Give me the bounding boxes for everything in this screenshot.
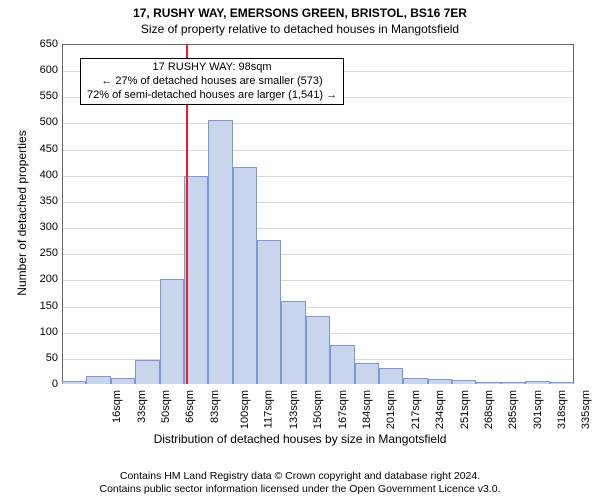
xtick-label: 66sqm (184, 390, 196, 423)
histogram-bar (233, 167, 257, 384)
xtick-label: 301sqm (532, 390, 544, 429)
ytick-label: 300 (30, 221, 58, 233)
gridline (62, 254, 573, 255)
histogram-bar (281, 301, 305, 384)
histogram-bar (550, 382, 574, 384)
ytick-label: 550 (30, 90, 58, 102)
annotation-line-3: 72% of semi-detached houses are larger (… (87, 89, 337, 103)
histogram-bar (111, 378, 135, 384)
chart-container: 17, RUSHY WAY, EMERSONS GREEN, BRISTOL, … (0, 0, 600, 500)
chart-subtitle: Size of property relative to detached ho… (0, 22, 600, 36)
gridline (62, 176, 573, 177)
histogram-bar (428, 379, 452, 384)
ytick-label: 50 (30, 352, 58, 364)
histogram-bar (306, 316, 330, 384)
histogram-bar (62, 381, 86, 384)
histogram-bar (379, 368, 403, 384)
ytick-label: 600 (30, 64, 58, 76)
ytick-label: 150 (30, 300, 58, 312)
xtick-label: 234sqm (434, 390, 446, 429)
histogram-bar (355, 363, 379, 384)
xtick-label: 100sqm (239, 390, 251, 429)
annotation-line-1: 17 RUSHY WAY: 98sqm (87, 61, 337, 75)
gridline (62, 307, 573, 308)
histogram-bar (403, 378, 427, 384)
annotation-box: 17 RUSHY WAY: 98sqm ← 27% of detached ho… (80, 58, 344, 105)
histogram-bar (525, 381, 549, 384)
xtick-label: 285sqm (507, 390, 519, 429)
histogram-bar (501, 382, 525, 384)
footer-line-1: Contains HM Land Registry data © Crown c… (0, 470, 600, 483)
ytick-label: 450 (30, 143, 58, 155)
gridline (62, 202, 573, 203)
xtick-label: 50sqm (160, 390, 172, 423)
ytick-label: 200 (30, 273, 58, 285)
xtick-label: 150sqm (312, 390, 324, 429)
ytick-label: 0 (30, 378, 58, 390)
histogram-bar (86, 376, 110, 384)
xtick-label: 167sqm (337, 390, 349, 429)
ytick-label: 400 (30, 169, 58, 181)
xtick-label: 184sqm (361, 390, 373, 429)
ytick-label: 650 (30, 38, 58, 50)
ytick-label: 350 (30, 195, 58, 207)
histogram-bar (452, 380, 476, 384)
xtick-label: 201sqm (386, 390, 398, 429)
xtick-label: 33sqm (136, 390, 148, 423)
histogram-bar (160, 279, 184, 384)
gridline (62, 150, 573, 151)
ytick-label: 500 (30, 116, 58, 128)
gridline (62, 123, 573, 124)
chart-title: 17, RUSHY WAY, EMERSONS GREEN, BRISTOL, … (0, 6, 600, 20)
xtick-label: 117sqm (263, 390, 275, 428)
histogram-bar (330, 345, 354, 384)
footer: Contains HM Land Registry data © Crown c… (0, 470, 600, 496)
xtick-label: 251sqm (459, 390, 471, 429)
xtick-label: 217sqm (410, 390, 422, 429)
histogram-bar (476, 382, 500, 384)
xtick-label: 16sqm (111, 390, 123, 423)
gridline (62, 228, 573, 229)
xtick-label: 83sqm (209, 390, 221, 423)
xtick-label: 133sqm (288, 390, 300, 429)
ytick-label: 100 (30, 326, 58, 338)
y-axis-label: Number of detached properties (15, 123, 29, 303)
xtick-label: 268sqm (483, 390, 495, 429)
gridline (62, 280, 573, 281)
histogram-bar (257, 240, 281, 384)
ytick-label: 250 (30, 247, 58, 259)
xtick-label: 335sqm (581, 390, 593, 429)
xtick-label: 318sqm (556, 390, 568, 429)
histogram-bar (135, 360, 159, 384)
histogram-bar (208, 120, 232, 384)
x-axis-label: Distribution of detached houses by size … (0, 432, 600, 446)
annotation-line-2: ← 27% of detached houses are smaller (57… (87, 75, 337, 89)
footer-line-2: Contains public sector information licen… (0, 483, 600, 496)
